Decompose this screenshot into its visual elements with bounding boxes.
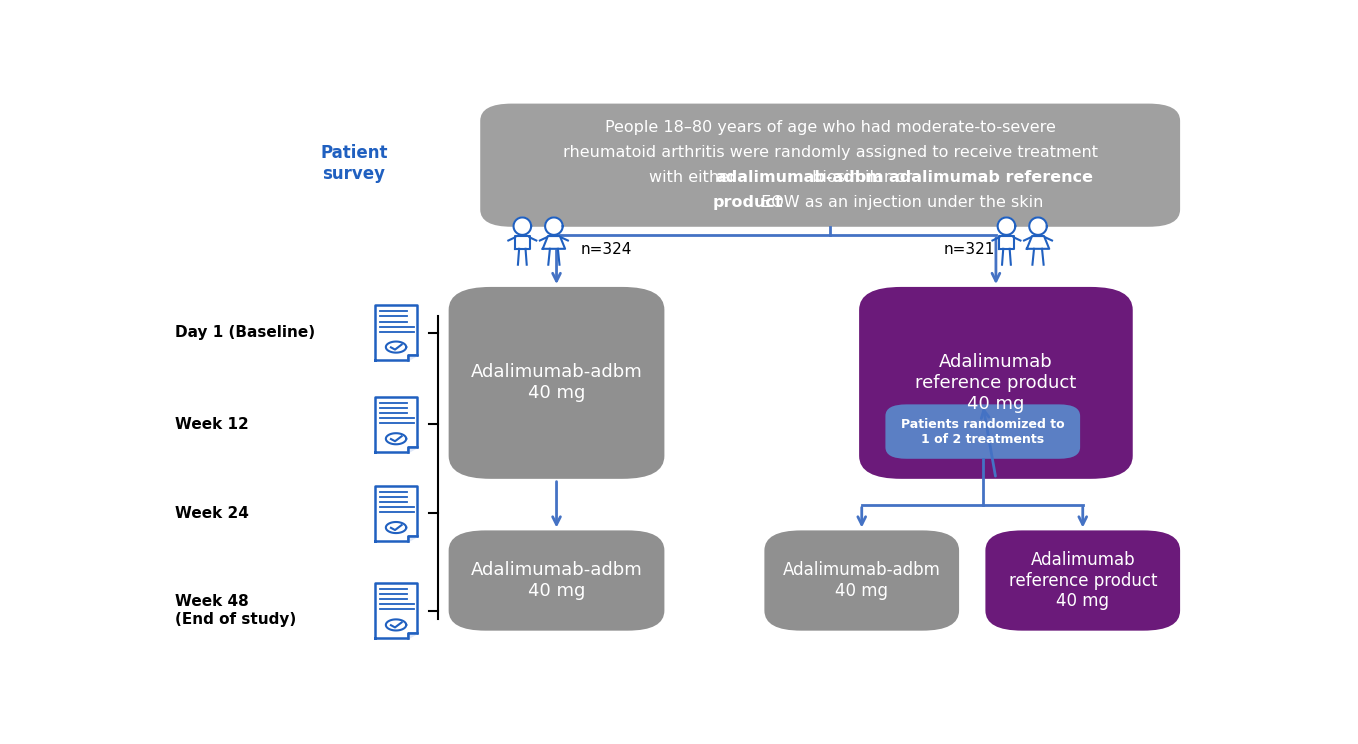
Polygon shape	[543, 236, 565, 248]
Polygon shape	[545, 217, 562, 235]
Text: with either: with either	[649, 170, 741, 185]
FancyBboxPatch shape	[448, 530, 664, 631]
Text: biosimilar or: biosimilar or	[807, 170, 917, 185]
Text: Adalimumab-adbm
40 mg: Adalimumab-adbm 40 mg	[782, 561, 941, 600]
Polygon shape	[999, 236, 1013, 248]
Text: Adalimumab
reference product
40 mg: Adalimumab reference product 40 mg	[915, 353, 1077, 413]
Polygon shape	[375, 486, 417, 541]
Text: n=324: n=324	[580, 243, 631, 257]
Text: adalimumab reference: adalimumab reference	[888, 170, 1093, 185]
FancyBboxPatch shape	[986, 530, 1180, 631]
Text: n=321: n=321	[944, 243, 994, 257]
Text: EOW as an injection under the skin: EOW as an injection under the skin	[756, 196, 1043, 211]
Polygon shape	[513, 217, 531, 235]
Text: Week 12: Week 12	[175, 417, 249, 432]
Text: Week 24: Week 24	[175, 506, 249, 521]
FancyBboxPatch shape	[860, 287, 1133, 479]
Polygon shape	[375, 305, 417, 360]
Text: People 18–80 years of age who had moderate-to-severe: People 18–80 years of age who had modera…	[604, 120, 1055, 135]
Polygon shape	[386, 433, 406, 444]
Text: rheumatoid arthritis were randomly assigned to receive treatment: rheumatoid arthritis were randomly assig…	[562, 145, 1097, 160]
Text: Patients randomized to
1 of 2 treatments: Patients randomized to 1 of 2 treatments	[900, 417, 1065, 446]
Text: Adalimumab
reference product
40 mg: Adalimumab reference product 40 mg	[1009, 551, 1157, 610]
Polygon shape	[386, 522, 406, 533]
Text: Patient
survey: Patient survey	[320, 144, 387, 183]
FancyBboxPatch shape	[481, 103, 1180, 227]
Text: Adalimumab-adbm
40 mg: Adalimumab-adbm 40 mg	[471, 364, 642, 403]
Polygon shape	[998, 217, 1016, 235]
Text: Adalimumab-adbm
40 mg: Adalimumab-adbm 40 mg	[471, 561, 642, 600]
Polygon shape	[515, 236, 530, 248]
Polygon shape	[386, 620, 406, 630]
Text: Week 48
(End of study): Week 48 (End of study)	[175, 594, 296, 626]
Text: product: product	[713, 196, 784, 211]
FancyBboxPatch shape	[448, 287, 664, 479]
Polygon shape	[386, 341, 406, 353]
Polygon shape	[407, 447, 417, 452]
Text: adalimumab-adbm: adalimumab-adbm	[716, 170, 883, 185]
Polygon shape	[1029, 217, 1047, 235]
FancyBboxPatch shape	[765, 530, 959, 631]
Polygon shape	[1027, 236, 1050, 248]
Polygon shape	[407, 355, 417, 360]
Polygon shape	[375, 397, 417, 452]
Polygon shape	[407, 536, 417, 541]
FancyBboxPatch shape	[885, 405, 1080, 459]
Text: Day 1 (Baseline): Day 1 (Baseline)	[175, 325, 315, 340]
Polygon shape	[407, 633, 417, 638]
Polygon shape	[375, 583, 417, 638]
